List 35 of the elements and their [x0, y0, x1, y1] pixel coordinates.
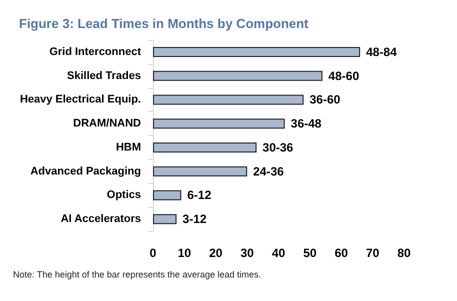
x-tick-label: 70 [366, 246, 380, 260]
x-tick-label: 20 [209, 246, 223, 260]
bar [153, 142, 257, 152]
data-label: 36-60 [310, 92, 341, 107]
bar [153, 70, 322, 81]
y-tick-label: Optics [106, 189, 141, 202]
x-tick-label: 50 [303, 246, 317, 260]
bar [153, 46, 360, 57]
y-tick-label: HBM [116, 141, 141, 154]
y-tick-label: Grid Interconnect [49, 46, 142, 58]
data-label: 48-84 [366, 44, 398, 59]
bar [153, 214, 177, 224]
y-tick-label: Heavy Electrical Equip. [20, 94, 141, 106]
x-tick-label: 60 [334, 246, 348, 260]
chart-title: Figure 3: Lead Times in Months by Component [19, 16, 310, 31]
x-tick-label: 0 [150, 246, 157, 260]
data-label: 6-12 [187, 188, 212, 202]
data-label: 30-36 [262, 140, 294, 154]
y-tick-label: AI Accelerators [60, 213, 141, 226]
x-tick-label: 40 [272, 246, 286, 260]
x-tick-label: 30 [240, 246, 254, 260]
y-tick-label: Skilled Trades [67, 70, 141, 82]
bar [153, 166, 248, 176]
bar [153, 94, 304, 105]
bar [153, 118, 285, 129]
bar [153, 190, 182, 200]
x-tick-label: 10 [178, 246, 192, 260]
data-label: 36-48 [290, 116, 322, 131]
y-tick-label: Advanced Packaging [30, 165, 141, 178]
text: Note: The height of the bar represents the average lead times. [13, 270, 261, 280]
y-tick-label: DRAM/NAND [73, 118, 142, 130]
data-label: 48-60 [328, 68, 360, 83]
data-label: 3-12 [182, 212, 207, 226]
x-tick-label: 80 [397, 246, 411, 260]
data-label: 24-36 [253, 164, 284, 178]
